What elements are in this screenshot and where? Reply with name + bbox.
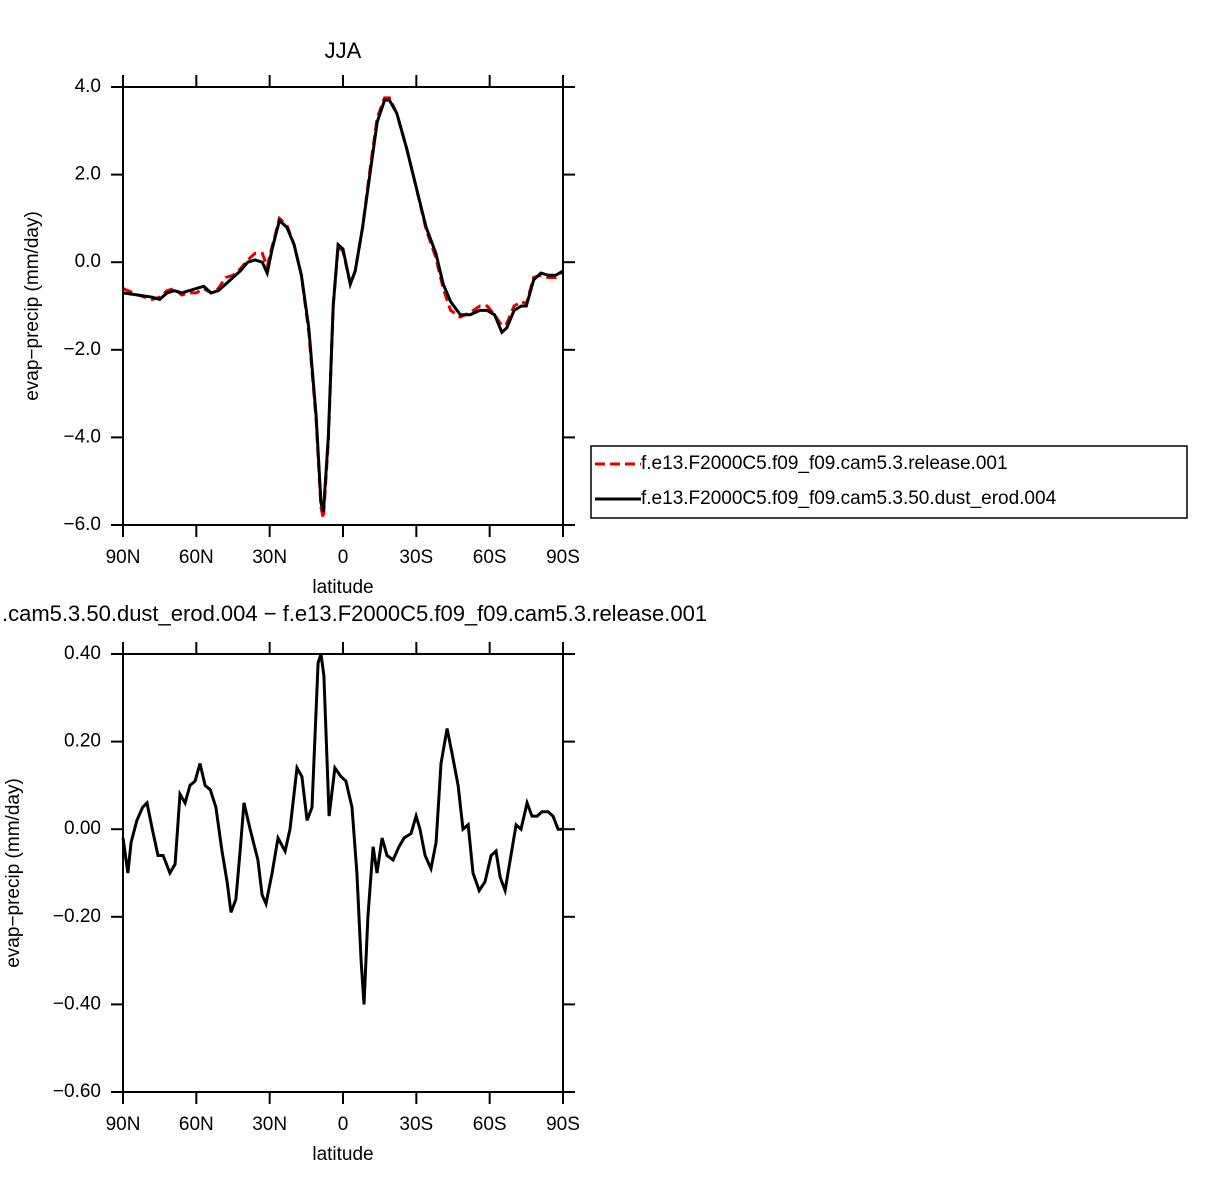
y-tick-label: −4.0 [63, 426, 101, 447]
data-line [122, 96, 564, 519]
y-tick-label: −6.0 [63, 514, 101, 535]
x-tick-label: 30S [399, 1114, 433, 1135]
y-tick-label: 0.00 [64, 818, 101, 839]
x-tick-label: 30S [399, 547, 433, 568]
x-tick-label: 60N [179, 1114, 214, 1135]
y-tick-label: 0.40 [64, 643, 101, 664]
legend-label: f.e13.F2000C5.f09_f09.cam5.3.release.001 [641, 453, 1008, 474]
data-line [121, 653, 563, 1005]
x-tick-label: 0 [338, 547, 349, 568]
legend-label: f.e13.F2000C5.f09_f09.cam5.3.50.dust_ero… [641, 488, 1057, 509]
y-axis-label: evap−precip (mm/day) [22, 211, 43, 401]
x-axis-label: latitude [312, 577, 373, 598]
y-tick-label: −2.0 [63, 339, 101, 360]
x-tick-label: 90N [106, 547, 141, 568]
y-axis-label: evap−precip (mm/day) [3, 778, 24, 968]
y-tick-label: −0.40 [53, 993, 101, 1014]
x-axis-label: latitude [312, 1144, 373, 1165]
data-line [122, 98, 564, 513]
x-tick-label: 90S [546, 1114, 580, 1135]
y-tick-label: −0.20 [53, 906, 101, 927]
x-tick-label: 30N [252, 547, 287, 568]
y-tick-label: 2.0 [75, 164, 101, 185]
x-tick-label: 30N [252, 1114, 287, 1135]
x-tick-label: 0 [338, 1114, 349, 1135]
y-tick-label: 4.0 [75, 76, 101, 97]
x-tick-label: 60S [473, 547, 507, 568]
y-tick-label: 0.20 [64, 731, 101, 752]
chart-title: JJA [325, 38, 362, 63]
plot-frame [122, 86, 564, 526]
y-tick-label: 0.0 [75, 251, 101, 272]
legend-box [590, 445, 1188, 519]
chart-title: .cam5.3.50.dust_erod.004 − f.e13.F2000C5… [2, 601, 707, 626]
x-tick-label: 90S [546, 547, 580, 568]
x-tick-label: 90N [106, 1114, 141, 1135]
plot-frame [122, 653, 564, 1093]
y-tick-label: −0.60 [53, 1081, 101, 1102]
x-tick-label: 60S [473, 1114, 507, 1135]
x-tick-label: 60N [179, 547, 214, 568]
